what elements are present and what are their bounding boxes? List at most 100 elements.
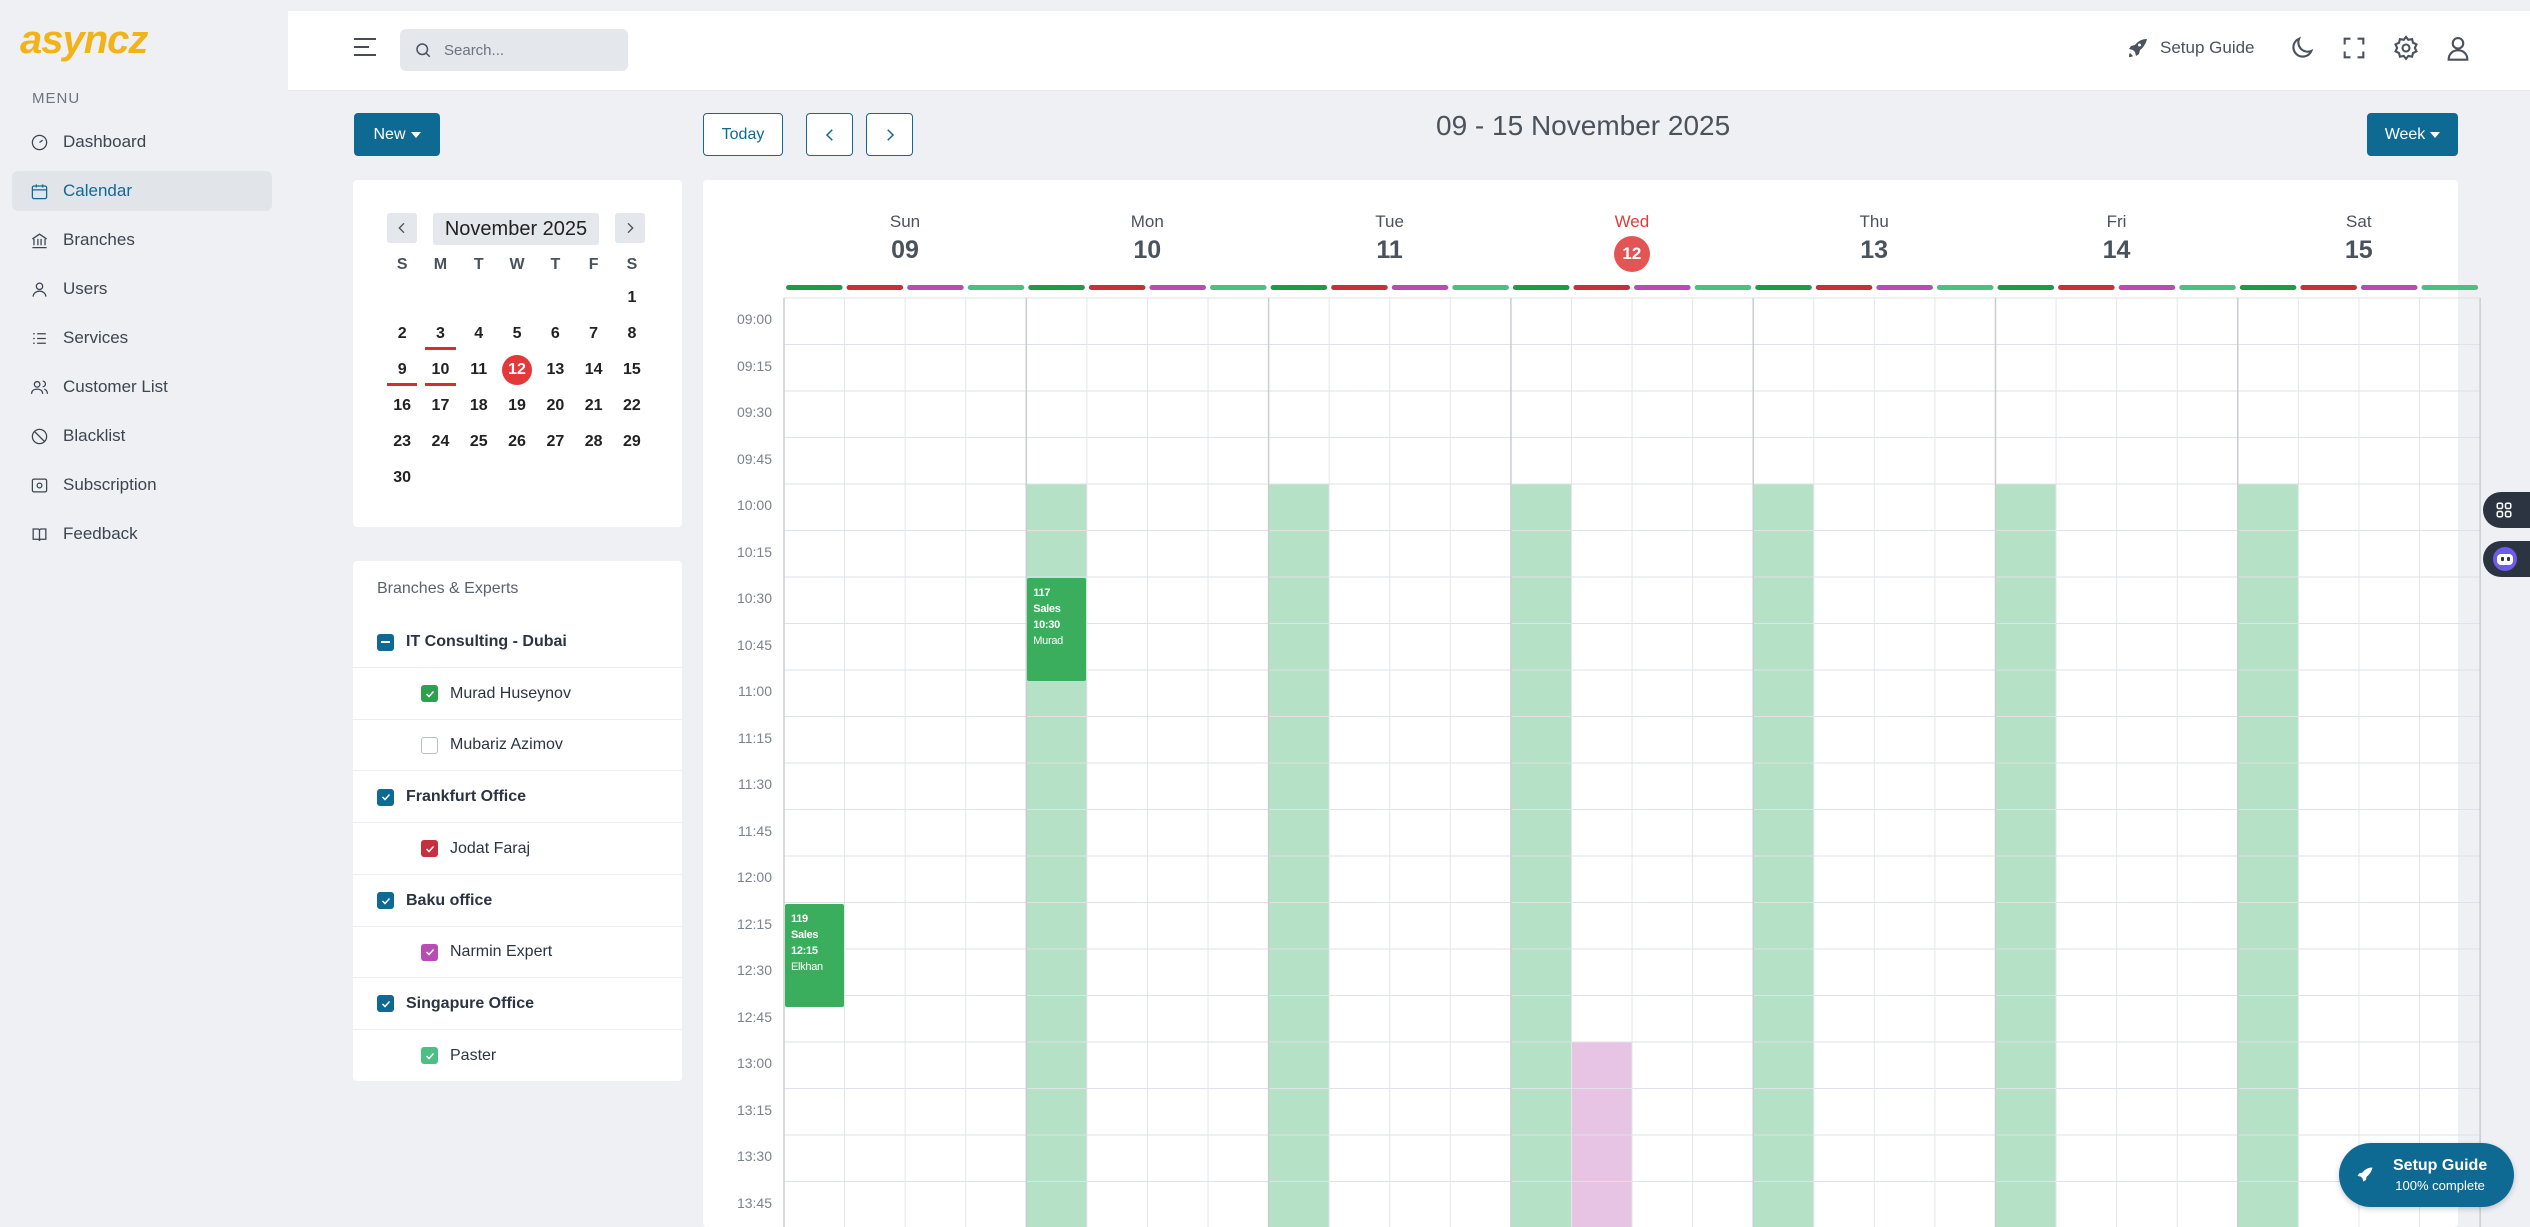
mini-calendar-day[interactable]: 22	[613, 388, 651, 424]
day-header-sat[interactable]: Sat 15	[2238, 212, 2480, 265]
branch-row[interactable]: Singapure Office	[353, 979, 682, 1030]
sidebar-item-subscription[interactable]: Subscription	[12, 465, 272, 505]
mini-calendar-day[interactable]: 14	[574, 352, 612, 388]
expert-row[interactable]: Mubariz Azimov	[353, 720, 682, 772]
sidebar-item-dashboard[interactable]: Dashboard	[12, 122, 272, 162]
mini-calendar-day[interactable]: 13	[536, 352, 574, 388]
mini-calendar-day[interactable]: 30	[383, 460, 421, 496]
search-box[interactable]	[400, 29, 628, 71]
checkbox[interactable]	[377, 995, 394, 1013]
view-select-button[interactable]: Week	[2367, 113, 2458, 156]
mini-calendar-day[interactable]: 16	[383, 388, 421, 424]
sidebar-item-services[interactable]: Services	[12, 318, 272, 358]
expert-row[interactable]: Narmin Expert	[353, 927, 682, 979]
checkbox[interactable]	[377, 788, 394, 806]
weekday-header: M	[433, 256, 448, 273]
expert-row[interactable]: Paster	[353, 1031, 682, 1082]
mini-calendar-day[interactable]: 5	[498, 316, 536, 352]
branch-row[interactable]: Baku office	[353, 876, 682, 927]
day-name: Wed	[1614, 212, 1650, 231]
sidebar-item-blacklist[interactable]: Blacklist	[12, 416, 272, 456]
checkbox[interactable]	[421, 840, 438, 858]
mini-calendar-day[interactable]: 6	[536, 316, 574, 352]
mini-calendar-day[interactable]: 10	[421, 352, 459, 388]
search-input[interactable]	[444, 41, 604, 59]
mini-calendar-day[interactable]: 7	[574, 316, 612, 352]
checkbox[interactable]	[421, 1047, 438, 1065]
mini-calendar-day[interactable]: 15	[613, 352, 651, 388]
sidebar-item-label: Users	[63, 279, 108, 298]
grid-icon	[2496, 502, 2512, 518]
day-header-fri[interactable]: Fri 14	[1996, 212, 2238, 265]
mini-calendar-day[interactable]: 29	[613, 424, 651, 460]
sidebar-item-users[interactable]: Users	[12, 269, 272, 309]
branch-row[interactable]: IT Consulting - Dubai	[353, 617, 682, 668]
mini-calendar-day[interactable]: 24	[421, 424, 459, 460]
mini-calendar-blank	[421, 280, 459, 316]
time-label: 09:00	[736, 311, 772, 327]
day-number: 1	[627, 289, 637, 306]
checkbox[interactable]	[421, 685, 438, 703]
time-label: 11:00	[738, 683, 772, 699]
event-person: Elkhan	[791, 960, 823, 973]
time-label: 13:45	[736, 1194, 772, 1211]
calendar-event[interactable]: 119 Sales 12:15 Elkhan	[785, 903, 844, 1007]
today-button[interactable]: Today	[703, 113, 783, 156]
moon-icon[interactable]	[2288, 34, 2316, 62]
sidebar-item-calendar[interactable]: Calendar	[12, 171, 272, 211]
mini-calendar-day[interactable]: 26	[498, 424, 536, 460]
fullscreen-icon[interactable]	[2340, 34, 2368, 62]
mini-prev-month-button[interactable]	[387, 213, 417, 243]
day-number: 12	[502, 355, 533, 385]
mini-calendar-today[interactable]: 12	[498, 352, 536, 388]
mini-month-label[interactable]: November 2025	[433, 213, 599, 245]
mini-calendar-day[interactable]: 3	[421, 316, 459, 352]
day-number: 4	[474, 325, 484, 342]
sidebar-item-branches[interactable]: Branches	[12, 220, 272, 260]
mini-calendar-day[interactable]: 1	[613, 280, 651, 316]
mini-calendar-day[interactable]: 20	[536, 388, 574, 424]
user-avatar-icon[interactable]	[2444, 34, 2472, 62]
app-logo[interactable]: asyncz	[20, 18, 148, 62]
mini-calendar-day[interactable]: 11	[460, 352, 498, 388]
mini-calendar-day[interactable]: 28	[574, 424, 612, 460]
mini-next-month-button[interactable]	[615, 213, 645, 243]
mini-calendar-day[interactable]: 21	[574, 388, 612, 424]
checkbox[interactable]	[377, 892, 394, 909]
expert-row[interactable]: Jodat Faraj	[353, 824, 682, 875]
mini-calendar-day[interactable]: 18	[460, 388, 498, 424]
mini-calendar-day[interactable]: 19	[498, 388, 536, 424]
branch-row[interactable]: Frankfurt Office	[353, 772, 682, 824]
mini-calendar-day[interactable]: 27	[536, 424, 574, 460]
expert-label: Jodat Faraj	[450, 839, 531, 857]
calendar-event[interactable]: 117 Sales 10:30 Murad	[1027, 578, 1086, 681]
sidebar-item-feedback[interactable]: Feedback	[12, 514, 272, 554]
mini-calendar-day[interactable]: 17	[421, 388, 459, 424]
mini-calendar-day[interactable]: 25	[460, 424, 498, 460]
mini-calendar-day[interactable]: 4	[460, 316, 498, 352]
day-header-wed[interactable]: Wed 12	[1511, 212, 1753, 272]
new-button[interactable]: New	[354, 113, 440, 156]
gear-icon[interactable]	[2392, 34, 2420, 62]
sidebar-item-customer-list[interactable]: Customer List	[12, 367, 272, 407]
expert-row[interactable]: Murad Huseynov	[353, 669, 682, 720]
mini-calendar-day[interactable]: 9	[383, 352, 421, 388]
day-header-sun[interactable]: Sun 09	[784, 212, 1026, 265]
mini-calendar-day[interactable]: 23	[383, 424, 421, 460]
checkbox[interactable]	[421, 943, 438, 961]
chatbot-widget-button[interactable]	[2483, 541, 2530, 577]
day-header-thu[interactable]: Thu 13	[1753, 212, 1995, 265]
next-week-button[interactable]	[866, 113, 913, 156]
day-header-tue[interactable]: Tue 11	[1269, 212, 1511, 265]
checkbox[interactable]	[421, 736, 438, 754]
prev-week-button[interactable]	[806, 113, 853, 156]
mini-calendar-day[interactable]: 8	[613, 316, 651, 352]
setup-guide-link[interactable]: Setup Guide	[2126, 36, 2255, 60]
day-header-mon[interactable]: Mon 10	[1026, 212, 1268, 265]
apps-widget-button[interactable]	[2483, 492, 2530, 528]
mini-calendar-day[interactable]: 2	[383, 316, 421, 352]
setup-guide-widget[interactable]: Setup Guide 100% complete	[2339, 1143, 2514, 1207]
search-icon	[416, 43, 431, 58]
checkbox[interactable]	[377, 633, 394, 651]
menu-toggle-icon[interactable]	[354, 38, 376, 56]
